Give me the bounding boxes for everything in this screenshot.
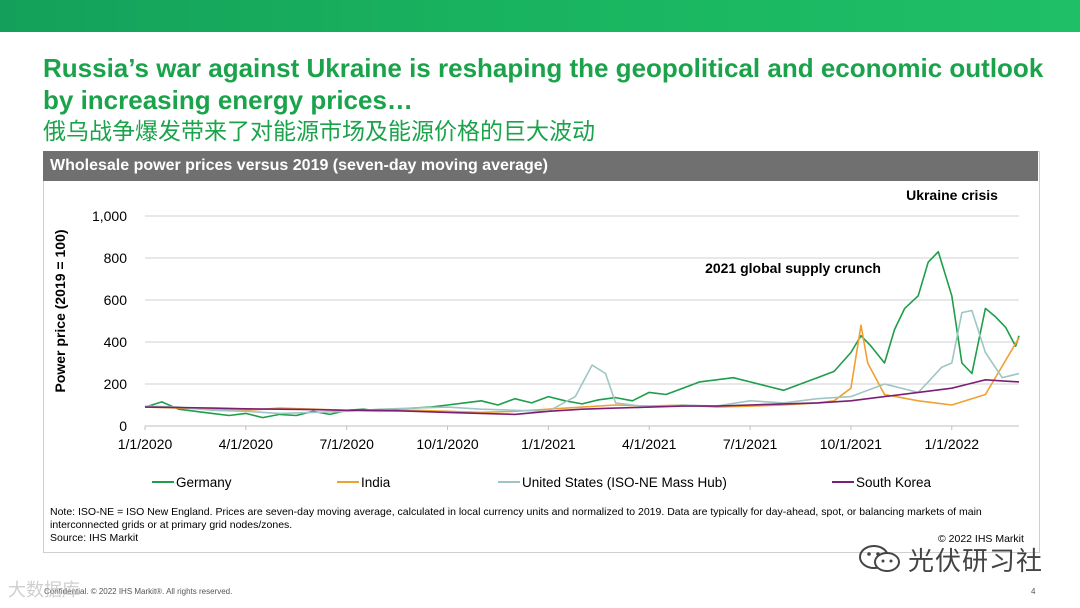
annotation-ukraine-crisis: Ukraine crisis bbox=[906, 187, 998, 203]
y-tick-label: 1,000 bbox=[92, 208, 127, 224]
series-line-united-states-iso-ne-mass-hub bbox=[144, 309, 1020, 415]
x-tick-label: 1/1/2020 bbox=[118, 436, 173, 452]
y-axis-title: Power price (2019 = 100) bbox=[52, 229, 68, 392]
y-tick-label: 800 bbox=[104, 250, 128, 266]
x-tick-label: 7/1/2020 bbox=[319, 436, 374, 452]
legend-label: United States (ISO-NE Mass Hub) bbox=[522, 475, 727, 490]
x-tick-label: 4/1/2020 bbox=[219, 436, 274, 452]
x-tick-label: 7/1/2021 bbox=[723, 436, 778, 452]
x-tick-label: 1/1/2022 bbox=[925, 436, 980, 452]
legend-label: Germany bbox=[176, 475, 232, 490]
wechat-icon bbox=[859, 545, 900, 572]
chart-panel bbox=[43, 151, 1040, 553]
chart-title: Wholesale power prices versus 2019 (seve… bbox=[50, 157, 548, 174]
x-tick-label: 10/1/2021 bbox=[820, 436, 882, 452]
annotation-supply-crunch: 2021 global supply crunch bbox=[705, 260, 881, 276]
watermark-right: 光伏研习社 bbox=[858, 541, 1043, 577]
series-line-india bbox=[144, 324, 1020, 414]
y-tick-label: 200 bbox=[104, 376, 128, 392]
chart-panel-header bbox=[43, 151, 1038, 181]
y-tick-label: 0 bbox=[119, 418, 127, 434]
x-tick-label: 1/1/2021 bbox=[521, 436, 576, 452]
x-tick-label: 10/1/2020 bbox=[416, 436, 478, 452]
watermark-right-text: 光伏研习社 bbox=[908, 546, 1044, 577]
watermark-left: 大数据库 bbox=[8, 580, 80, 601]
legend-label: India bbox=[361, 475, 391, 490]
slide-title: Russia’s war against Ukraine is reshapin… bbox=[43, 53, 1044, 115]
y-tick-label: 400 bbox=[104, 334, 128, 350]
slide-subtitle-chinese: 俄乌战争爆发带来了对能源市场及能源价格的巨大波动 bbox=[43, 119, 595, 145]
x-tick-label: 4/1/2021 bbox=[622, 436, 677, 452]
footer-text: Confidential. © 2022 IHS Markit®. All ri… bbox=[44, 587, 233, 596]
copyright-text: © 2022 IHS Markit bbox=[938, 533, 1024, 545]
source-text: Source: IHS Markit bbox=[50, 532, 139, 544]
series-line-south-korea bbox=[144, 378, 1020, 416]
chart-note: Note: ISO-NE = ISO New England. Prices a… bbox=[50, 506, 1030, 545]
note-text: Note: ISO-NE = ISO New England. Prices a… bbox=[50, 506, 982, 531]
header-bar bbox=[0, 0, 1080, 32]
legend-label: South Korea bbox=[856, 475, 932, 490]
page-number: 4 bbox=[1031, 587, 1036, 596]
y-tick-label: 600 bbox=[104, 292, 128, 308]
series-line-germany bbox=[144, 250, 1020, 419]
